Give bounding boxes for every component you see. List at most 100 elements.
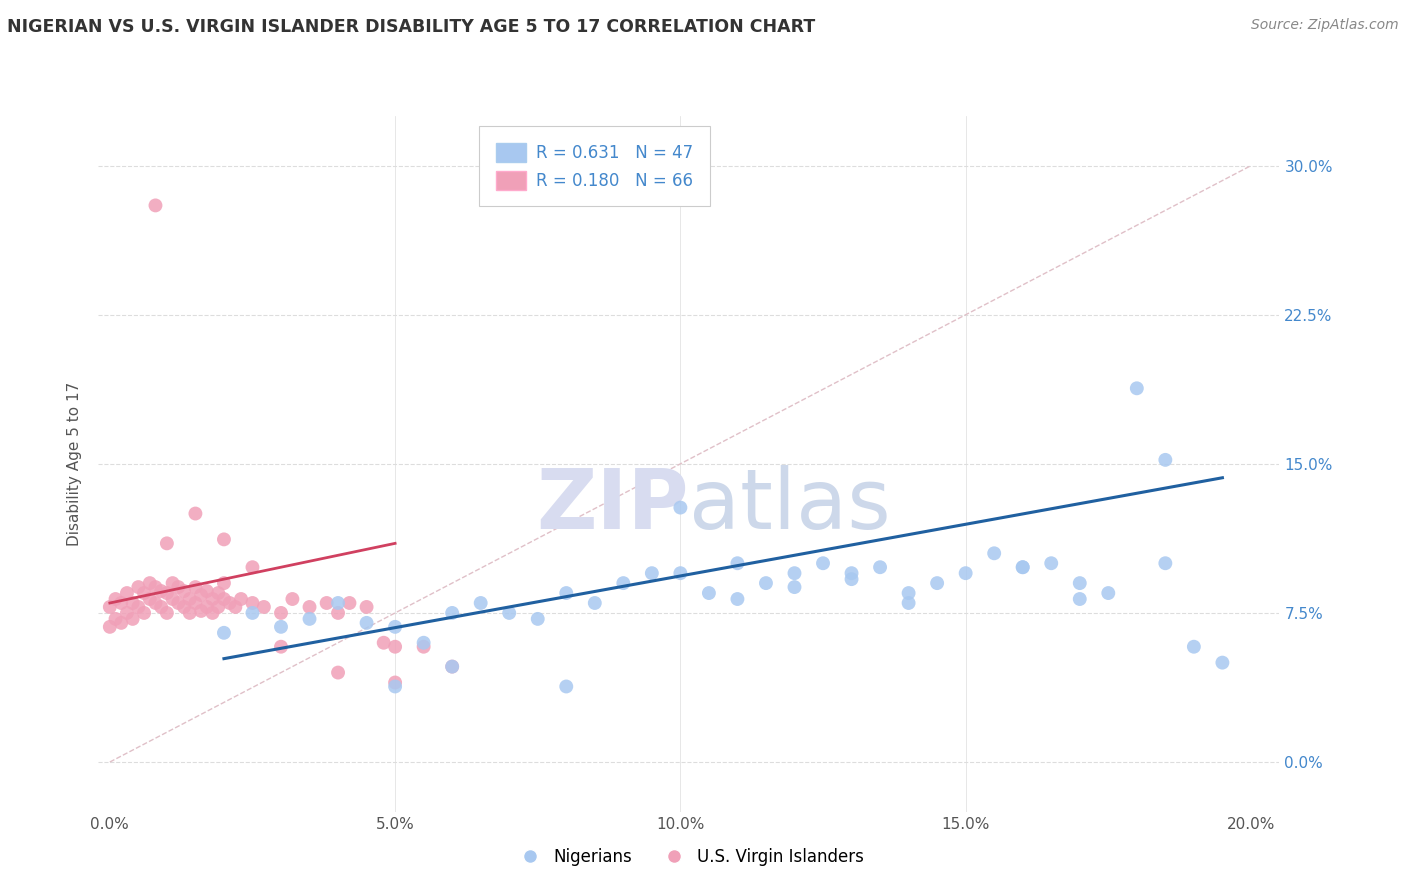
Point xyxy=(132,606,155,620)
Point xyxy=(326,606,349,620)
Point xyxy=(498,606,520,620)
Point xyxy=(470,596,492,610)
Point xyxy=(927,576,949,591)
Point xyxy=(104,592,127,607)
Point xyxy=(162,592,184,607)
Point xyxy=(441,659,464,673)
Point xyxy=(179,592,201,607)
Point xyxy=(1069,576,1091,591)
Point xyxy=(190,588,212,602)
Point xyxy=(1211,656,1233,670)
Point xyxy=(150,599,173,614)
Point xyxy=(115,586,138,600)
Point xyxy=(955,566,977,581)
Point xyxy=(783,566,806,581)
Point xyxy=(167,596,190,610)
Point xyxy=(384,675,406,690)
Point xyxy=(526,612,548,626)
Point xyxy=(841,572,863,586)
Point xyxy=(218,596,240,610)
Point xyxy=(356,599,378,614)
Point xyxy=(897,586,920,600)
Point xyxy=(356,615,378,630)
Point xyxy=(179,606,201,620)
Point xyxy=(841,566,863,581)
Point xyxy=(412,640,434,654)
Point xyxy=(156,606,179,620)
Point xyxy=(145,596,167,610)
Point xyxy=(983,546,1005,560)
Point xyxy=(811,556,834,570)
Point xyxy=(315,596,337,610)
Point xyxy=(242,596,264,610)
Legend: Nigerians, U.S. Virgin Islanders: Nigerians, U.S. Virgin Islanders xyxy=(508,842,870,873)
Point xyxy=(173,584,195,599)
Point xyxy=(195,584,218,599)
Point xyxy=(110,615,132,630)
Point xyxy=(583,596,606,610)
Point xyxy=(1069,592,1091,607)
Point xyxy=(162,576,184,591)
Point xyxy=(1154,453,1177,467)
Point xyxy=(725,592,748,607)
Point xyxy=(697,586,720,600)
Point xyxy=(184,580,207,594)
Point xyxy=(555,586,578,600)
Point xyxy=(412,636,434,650)
Point xyxy=(242,560,264,574)
Point xyxy=(384,620,406,634)
Point xyxy=(441,606,464,620)
Y-axis label: Disability Age 5 to 17: Disability Age 5 to 17 xyxy=(67,382,83,546)
Point xyxy=(121,596,143,610)
Point xyxy=(121,612,143,626)
Point xyxy=(1040,556,1063,570)
Point xyxy=(207,599,229,614)
Point xyxy=(270,606,292,620)
Point xyxy=(1011,560,1033,574)
Point xyxy=(201,606,224,620)
Point xyxy=(373,636,395,650)
Point xyxy=(1011,560,1033,574)
Point xyxy=(555,680,578,694)
Point xyxy=(224,599,246,614)
Point xyxy=(127,580,149,594)
Point xyxy=(190,604,212,618)
Point xyxy=(104,612,127,626)
Point xyxy=(207,586,229,600)
Point xyxy=(139,576,162,591)
Point xyxy=(641,566,664,581)
Text: ZIP: ZIP xyxy=(537,465,689,546)
Point xyxy=(1097,586,1119,600)
Point xyxy=(184,596,207,610)
Point xyxy=(253,599,276,614)
Point xyxy=(150,584,173,599)
Point xyxy=(242,606,264,620)
Point xyxy=(669,500,692,515)
Point xyxy=(195,599,218,614)
Point xyxy=(326,596,349,610)
Point xyxy=(669,566,692,581)
Point xyxy=(783,580,806,594)
Point xyxy=(897,596,920,610)
Point xyxy=(281,592,304,607)
Point xyxy=(612,576,634,591)
Point xyxy=(201,592,224,607)
Point xyxy=(127,599,149,614)
Text: NIGERIAN VS U.S. VIRGIN ISLANDER DISABILITY AGE 5 TO 17 CORRELATION CHART: NIGERIAN VS U.S. VIRGIN ISLANDER DISABIL… xyxy=(7,18,815,36)
Point xyxy=(270,640,292,654)
Point xyxy=(145,198,167,212)
Point xyxy=(212,625,235,640)
Point xyxy=(98,620,121,634)
Point xyxy=(725,556,748,570)
Point xyxy=(212,533,235,547)
Point xyxy=(212,592,235,607)
Point xyxy=(145,580,167,594)
Point xyxy=(270,620,292,634)
Point xyxy=(326,665,349,680)
Point xyxy=(1154,556,1177,570)
Point xyxy=(156,536,179,550)
Point xyxy=(184,507,207,521)
Point xyxy=(229,592,252,607)
Point xyxy=(98,599,121,614)
Text: atlas: atlas xyxy=(689,465,890,546)
